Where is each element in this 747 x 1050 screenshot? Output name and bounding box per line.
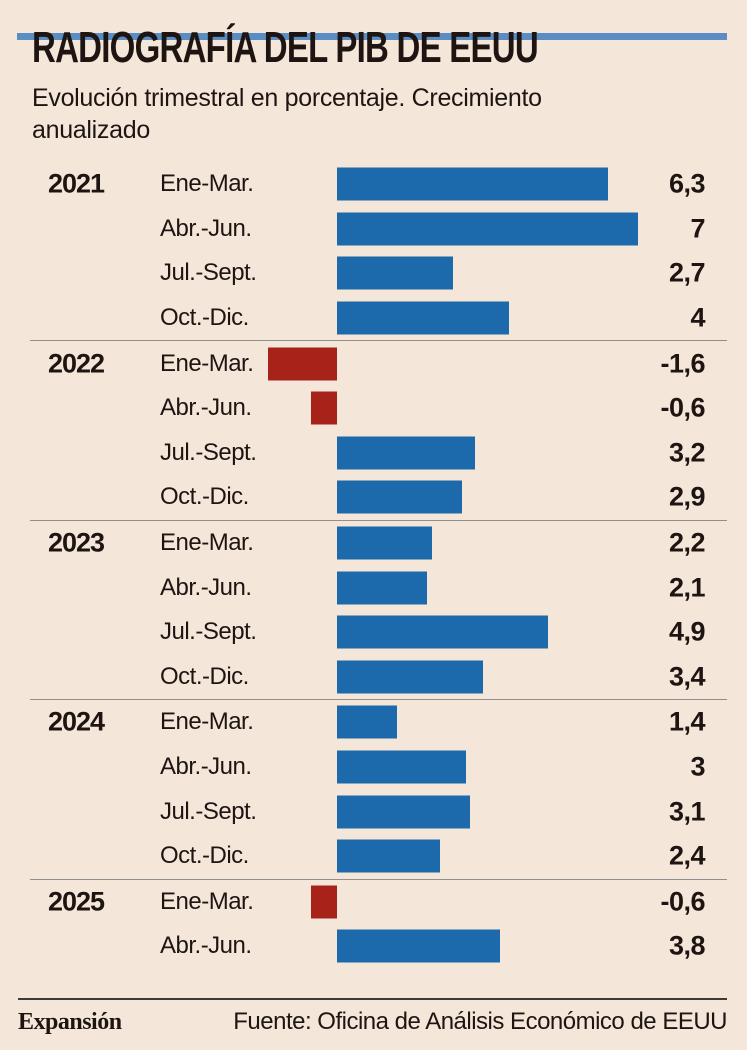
year-label: 2024 <box>48 706 105 737</box>
source-credit: Fuente: Oficina de Análisis Económico de… <box>233 1008 727 1035</box>
value-label: 4,9 <box>668 616 706 647</box>
value-label: 7 <box>690 213 705 244</box>
quarter-label: Abr.-Jun. <box>160 753 252 781</box>
value-label: 4 <box>690 302 705 333</box>
page-title: RADIOGRAFÍA DEL PIB DE EEUU <box>32 23 539 72</box>
value-label: 2,4 <box>668 840 706 871</box>
chart-row: Jul.-Sept. 4,9 <box>30 610 727 655</box>
year-label: 2022 <box>48 348 105 379</box>
bar-positive <box>337 795 471 829</box>
bar-positive <box>337 436 475 470</box>
bar-positive <box>337 571 428 605</box>
quarter-label: Oct.-Dic. <box>160 662 249 690</box>
brand-logo: Expansión <box>18 1009 122 1035</box>
bar-positive <box>337 480 462 514</box>
chart-row: Oct.-Dic. 2,9 <box>30 475 727 520</box>
bar-negative <box>311 391 337 425</box>
top-accent-stripe <box>17 33 727 40</box>
value-label: 6,3 <box>668 168 706 199</box>
value-label: 1,4 <box>668 706 706 737</box>
chart-row: Abr.-Jun. 3 <box>30 745 727 790</box>
quarter-label: Jul.-Sept. <box>160 259 257 287</box>
quarter-label: Jul.-Sept. <box>160 618 257 646</box>
value-label: 3,8 <box>668 930 706 961</box>
bar-positive <box>337 526 432 560</box>
chart-row: 2023 Ene-Mar. 2,2 <box>30 521 727 566</box>
quarter-label: Ene-Mar. <box>160 170 254 198</box>
quarter-label: Abr.-Jun. <box>160 573 252 601</box>
chart-row: 2021 Ene-Mar. 6,3 <box>30 162 727 207</box>
chart-row: 2025 Ene-Mar. -0,6 <box>30 880 727 925</box>
gdp-bar-chart: 2021 Ene-Mar. 6,3 Abr.-Jun. 7 Jul.-Sept. 2,7 Oc… <box>30 162 727 969</box>
year-section-2022: 2022 Ene-Mar. -1,6 Abr.-Jun. -0,6 Jul.-Sept. 3… <box>30 340 727 519</box>
year-section-2025: 2025 Ene-Mar. -0,6 Abr.-Jun. 3,8 <box>30 878 727 969</box>
quarter-label: Jul.-Sept. <box>160 438 257 466</box>
bar-positive <box>337 256 454 290</box>
bar-negative <box>268 347 337 381</box>
chart-row: Oct.-Dic. 3,4 <box>30 655 727 700</box>
chart-row: Oct.-Dic. 2,4 <box>30 834 727 879</box>
chart-row: Jul.-Sept. 2,7 <box>30 251 727 296</box>
value-label: 2,9 <box>668 481 706 512</box>
value-label: 3,1 <box>668 796 706 827</box>
quarter-label: Abr.-Jun. <box>160 214 252 242</box>
quarter-label: Ene-Mar. <box>160 887 254 915</box>
quarter-label: Ene-Mar. <box>160 349 254 377</box>
chart-subtitle: Evolución trimestral en porcentaje. Crec… <box>32 84 542 144</box>
value-label: -1,6 <box>660 348 705 379</box>
chart-row: Abr.-Jun. 7 <box>30 207 727 252</box>
year-section-2024: 2024 Ene-Mar. 1,4 Abr.-Jun. 3 Jul.-Sept. 3,1 Oc… <box>30 699 727 878</box>
quarter-label: Oct.-Dic. <box>160 483 249 511</box>
value-label: -0,6 <box>660 392 705 423</box>
year-section-2023: 2023 Ene-Mar. 2,2 Abr.-Jun. 2,1 Jul.-Sept. 4,9… <box>30 519 727 700</box>
bar-positive <box>337 929 501 963</box>
quarter-label: Jul.-Sept. <box>160 797 257 825</box>
value-label: -0,6 <box>660 886 705 917</box>
year-label: 2023 <box>48 527 105 558</box>
quarter-label: Abr.-Jun. <box>160 394 252 422</box>
bar-positive <box>337 615 548 649</box>
bar-positive <box>337 750 466 784</box>
bar-positive <box>337 660 484 694</box>
bar-positive <box>337 301 509 335</box>
chart-footer: Expansión Fuente: Oficina de Análisis Ec… <box>18 998 727 1036</box>
value-label: 3,4 <box>668 661 706 692</box>
quarter-label: Ene-Mar. <box>160 708 254 736</box>
chart-row: Abr.-Jun. -0,6 <box>30 386 727 431</box>
year-label: 2025 <box>48 886 105 917</box>
quarter-label: Ene-Mar. <box>160 529 254 557</box>
chart-row: Jul.-Sept. 3,1 <box>30 789 727 834</box>
quarter-label: Abr.-Jun. <box>160 932 252 960</box>
year-section-2021: 2021 Ene-Mar. 6,3 Abr.-Jun. 7 Jul.-Sept. 2,7 Oc… <box>30 162 727 340</box>
bar-positive <box>337 167 608 201</box>
chart-row: Jul.-Sept. 3,2 <box>30 431 727 476</box>
year-label: 2021 <box>48 168 105 199</box>
chart-row: Oct.-Dic. 4 <box>30 296 727 341</box>
value-label: 2,1 <box>668 572 706 603</box>
quarter-label: Oct.-Dic. <box>160 842 249 870</box>
value-label: 3 <box>690 751 705 782</box>
value-label: 2,7 <box>668 257 706 288</box>
quarter-label: Oct.-Dic. <box>160 304 249 332</box>
chart-row: 2022 Ene-Mar. -1,6 <box>30 341 727 386</box>
value-label: 3,2 <box>668 437 706 468</box>
bar-positive <box>337 705 398 739</box>
chart-row: Abr.-Jun. 2,1 <box>30 565 727 610</box>
chart-row: Abr.-Jun. 3,8 <box>30 924 727 969</box>
bar-negative <box>311 885 337 919</box>
bar-positive <box>337 839 441 873</box>
chart-row: 2024 Ene-Mar. 1,4 <box>30 700 727 745</box>
bar-positive <box>337 212 638 246</box>
value-label: 2,2 <box>668 527 706 558</box>
